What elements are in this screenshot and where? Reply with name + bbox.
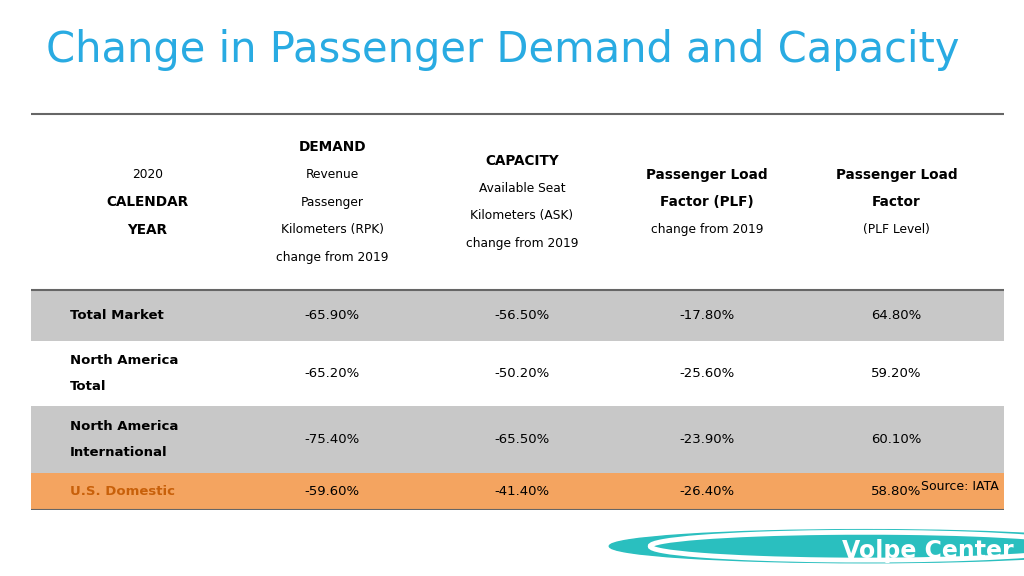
Text: Source: IATA: Source: IATA — [921, 480, 998, 493]
Text: Change in Passenger Demand and Capacity: Change in Passenger Demand and Capacity — [46, 29, 959, 71]
Bar — [31, 290, 1004, 341]
Text: International: International — [70, 446, 167, 460]
Text: change from 2019: change from 2019 — [650, 223, 763, 236]
Text: -75.40%: -75.40% — [305, 433, 359, 446]
Text: 60.10%: 60.10% — [871, 433, 922, 446]
Text: North America: North America — [70, 420, 178, 433]
Bar — [31, 114, 1004, 290]
Bar — [31, 473, 1004, 510]
Text: Factor: Factor — [872, 195, 921, 209]
Text: 64.80%: 64.80% — [871, 309, 922, 323]
Text: DEMAND: DEMAND — [298, 140, 367, 154]
Text: Passenger Load: Passenger Load — [836, 168, 957, 181]
Text: 2020: 2020 — [132, 168, 163, 181]
Text: North America: North America — [70, 354, 178, 367]
Text: -65.20%: -65.20% — [305, 367, 359, 380]
Text: CAPACITY: CAPACITY — [485, 154, 559, 168]
Text: Total Market: Total Market — [70, 309, 164, 323]
Text: -26.40%: -26.40% — [679, 485, 734, 498]
Text: Factor (PLF): Factor (PLF) — [660, 195, 754, 209]
Text: Total: Total — [70, 380, 106, 393]
Bar — [31, 341, 1004, 406]
Text: -65.50%: -65.50% — [495, 433, 550, 446]
Text: Kilometers (ASK): Kilometers (ASK) — [470, 210, 573, 222]
Bar — [31, 406, 1004, 473]
Text: -50.20%: -50.20% — [495, 367, 550, 380]
Text: U.S. Domestic: U.S. Domestic — [70, 485, 175, 498]
Text: Passenger Load: Passenger Load — [646, 168, 768, 181]
Text: CALENDAR: CALENDAR — [106, 195, 188, 209]
Text: Kilometers (RPK): Kilometers (RPK) — [281, 223, 384, 236]
Text: Available Seat: Available Seat — [478, 182, 565, 195]
Text: 59.20%: 59.20% — [871, 367, 922, 380]
Text: -17.80%: -17.80% — [679, 309, 734, 323]
Text: YEAR: YEAR — [127, 223, 168, 237]
Wedge shape — [609, 530, 1024, 563]
Text: change from 2019: change from 2019 — [466, 237, 579, 250]
Text: Passenger: Passenger — [301, 196, 364, 209]
Circle shape — [681, 535, 1024, 558]
Text: -23.90%: -23.90% — [679, 433, 734, 446]
Text: Volpe Center: Volpe Center — [842, 539, 1014, 563]
Text: 58.80%: 58.80% — [871, 485, 922, 498]
Text: -59.60%: -59.60% — [305, 485, 359, 498]
Text: change from 2019: change from 2019 — [276, 251, 388, 264]
Text: -25.60%: -25.60% — [679, 367, 734, 380]
Text: Revenue: Revenue — [305, 168, 359, 181]
Text: (PLF Level): (PLF Level) — [863, 223, 930, 236]
Text: -41.40%: -41.40% — [495, 485, 550, 498]
Text: -56.50%: -56.50% — [495, 309, 550, 323]
Text: -65.90%: -65.90% — [305, 309, 359, 323]
Text: U.S. Department of Transportation: U.S. Department of Transportation — [835, 520, 1014, 529]
